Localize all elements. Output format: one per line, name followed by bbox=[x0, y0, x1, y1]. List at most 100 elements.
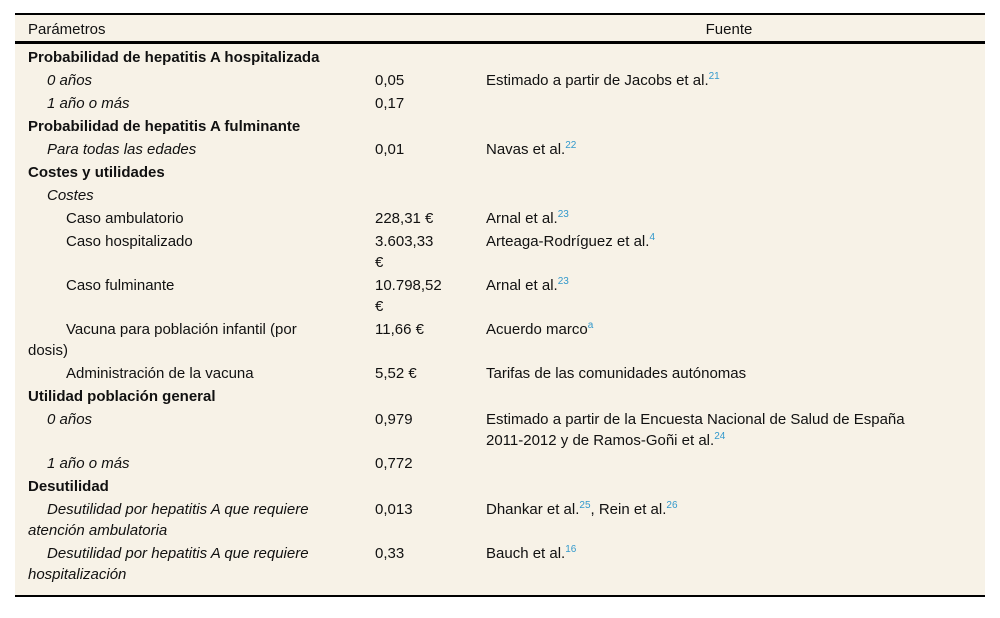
param-line: Costes y utilidades bbox=[28, 164, 165, 181]
param-cell: Desutilidad bbox=[28, 476, 375, 499]
value-cell: 3.603,33 € bbox=[375, 231, 486, 275]
value-line: 228,31 € bbox=[375, 210, 434, 227]
value-cell bbox=[375, 386, 486, 409]
param-line: Caso fulminante bbox=[66, 277, 175, 294]
citation-superscript[interactable]: a bbox=[587, 320, 594, 331]
table-row: 0 años 0,979 Estimado a partir de la Enc… bbox=[28, 409, 972, 453]
source-cell: Arnal et al.23 bbox=[486, 209, 569, 228]
value-line: 0,05 bbox=[375, 72, 405, 89]
param-cell: Caso fulminante bbox=[28, 275, 375, 319]
param-cell: Costes y utilidades bbox=[28, 162, 375, 185]
param-line: Probabilidad de hepatitis A hospitalizad… bbox=[28, 49, 320, 66]
value-line: 11,66 € bbox=[375, 321, 424, 338]
param-cell: Utilidad población general bbox=[28, 386, 375, 409]
table-row: Vacuna para población infantil (por dosis… bbox=[28, 319, 972, 363]
citation-superscript[interactable]: 22 bbox=[565, 140, 577, 151]
param-line: Desutilidad bbox=[28, 478, 109, 495]
header-fuente: Fuente bbox=[705, 21, 753, 38]
value-cell bbox=[375, 116, 486, 139]
source-cell: Estimado a partir de la Encuesta Naciona… bbox=[486, 411, 905, 449]
value-line: € bbox=[375, 254, 384, 271]
param-cell: Probabilidad de hepatitis A fulminante bbox=[28, 116, 375, 139]
source-cell bbox=[486, 476, 972, 499]
param-line: Desutilidad por hepatitis A que requiere bbox=[47, 501, 309, 518]
value-cell bbox=[375, 162, 486, 185]
value-line: 0,979 bbox=[375, 411, 413, 428]
table-row: Desutilidad por hepatitis A que requiere… bbox=[28, 499, 972, 543]
source-cell: Acuerdo marcoa bbox=[486, 320, 594, 339]
table-row: Para todas las edades 0,01 Navas et al.2… bbox=[28, 139, 972, 162]
value-cell: 0,17 bbox=[375, 93, 486, 116]
param-cell: Administración de la vacuna bbox=[28, 363, 375, 386]
table-row: Probabilidad de hepatitis A hospitalizad… bbox=[28, 47, 972, 70]
value-cell bbox=[375, 47, 486, 70]
param-line: Caso ambulatorio bbox=[66, 210, 184, 227]
param-line: Caso hospitalizado bbox=[66, 233, 193, 250]
value-line: 0,01 bbox=[375, 141, 405, 158]
param-line: 1 año o más bbox=[47, 95, 130, 112]
param-cell: Desutilidad por hepatitis A que requiere… bbox=[28, 499, 375, 543]
param-line: 0 años bbox=[47, 72, 93, 89]
value-cell: 10.798,52 € bbox=[375, 275, 486, 319]
value-cell: 228,31 € bbox=[375, 208, 486, 231]
param-line: Probabilidad de hepatitis A fulminante bbox=[28, 118, 301, 135]
source-cell: Arnal et al.23 bbox=[486, 276, 569, 295]
table-row: Caso fulminante 10.798,52 € Arnal et al.2… bbox=[28, 275, 972, 319]
value-cell: 0,05 bbox=[375, 70, 486, 93]
value-cell bbox=[375, 185, 486, 208]
table-header-row: Parámetros Fuente bbox=[15, 15, 985, 44]
param-cell: 0 años bbox=[28, 70, 375, 93]
value-line: 0,33 bbox=[375, 545, 405, 562]
table-row: Probabilidad de hepatitis A fulminante bbox=[28, 116, 972, 139]
citation-superscript[interactable]: 25 bbox=[579, 500, 591, 511]
table-row: Costes bbox=[28, 185, 972, 208]
param-line: Costes bbox=[47, 187, 94, 204]
source-cell: Arteaga-Rodríguez et al.4 bbox=[486, 232, 655, 251]
value-line: 3.603,33 bbox=[375, 233, 434, 250]
param-line: hospitalización bbox=[28, 566, 127, 583]
source-cell bbox=[486, 185, 972, 208]
param-line: Administración de la vacuna bbox=[66, 365, 254, 382]
value-line: 0,17 bbox=[375, 95, 405, 112]
param-line: 1 año o más bbox=[47, 455, 130, 472]
value-line: 0,013 bbox=[375, 501, 413, 518]
param-line: dosis) bbox=[28, 342, 69, 359]
citation-superscript[interactable]: 23 bbox=[557, 209, 569, 220]
citation-superscript[interactable]: 4 bbox=[649, 232, 655, 243]
value-cell: 5,52 € bbox=[375, 363, 486, 386]
citation-superscript[interactable]: 24 bbox=[714, 431, 726, 442]
value-cell: 0,979 bbox=[375, 409, 486, 453]
param-cell: Para todas las edades bbox=[28, 139, 375, 162]
citation-superscript[interactable]: 16 bbox=[565, 544, 577, 555]
header-value-spacer bbox=[375, 15, 486, 44]
source-cell bbox=[486, 116, 972, 139]
source-cell bbox=[486, 93, 972, 116]
table-row: Desutilidad por hepatitis A que requiere… bbox=[28, 543, 972, 587]
param-line: Vacuna para población infantil (por bbox=[66, 321, 297, 338]
param-cell: Vacuna para población infantil (por dosis… bbox=[28, 319, 375, 363]
citation-superscript[interactable]: 21 bbox=[708, 71, 720, 82]
value-line: 0,772 bbox=[375, 455, 413, 472]
header-parametros: Parámetros bbox=[28, 21, 106, 38]
citation-superscript[interactable]: 23 bbox=[557, 276, 569, 287]
param-cell: Desutilidad por hepatitis A que requiere… bbox=[28, 543, 375, 587]
param-cell: Costes bbox=[28, 185, 375, 208]
source-cell: Dhankar et al.25, Rein et al.26 bbox=[486, 500, 678, 519]
source-cell: Tarifas de las comunidades autónomas bbox=[486, 365, 747, 382]
value-cell: 11,66 € bbox=[375, 319, 486, 363]
source-cell bbox=[486, 453, 972, 476]
value-line: 5,52 € bbox=[375, 365, 417, 382]
param-line: Para todas las edades bbox=[47, 141, 197, 158]
table-row: 1 año o más 0,17 bbox=[28, 93, 972, 116]
param-cell: Caso hospitalizado bbox=[28, 231, 375, 275]
citation-superscript[interactable]: 26 bbox=[666, 500, 678, 511]
param-line: 0 años bbox=[47, 411, 93, 428]
parameters-table: Parámetros Fuente Probabilidad de hepati… bbox=[15, 13, 985, 597]
source-cell bbox=[486, 386, 972, 409]
value-cell bbox=[375, 476, 486, 499]
param-cell: 0 años bbox=[28, 409, 375, 453]
table-row: Utilidad población general bbox=[28, 386, 972, 409]
source-cell: Navas et al.22 bbox=[486, 140, 577, 159]
param-line: atención ambulatoria bbox=[28, 522, 168, 539]
table-row: Costes y utilidades bbox=[28, 162, 972, 185]
